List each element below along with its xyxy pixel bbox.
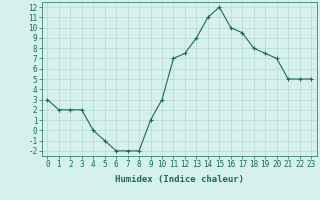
X-axis label: Humidex (Indice chaleur): Humidex (Indice chaleur)	[115, 175, 244, 184]
